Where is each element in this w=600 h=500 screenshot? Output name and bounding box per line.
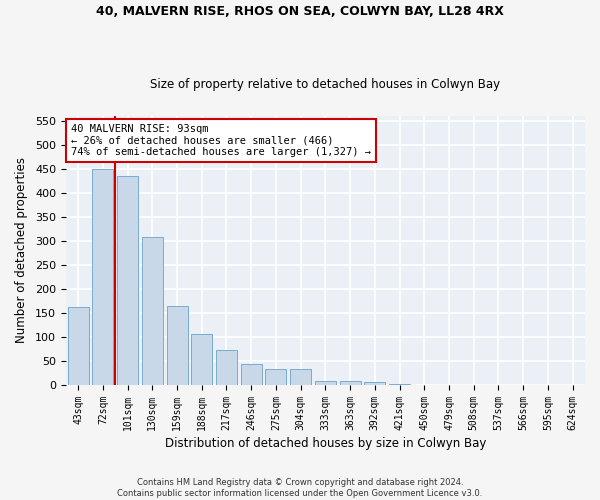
Title: Size of property relative to detached houses in Colwyn Bay: Size of property relative to detached ho… xyxy=(151,78,500,91)
X-axis label: Distribution of detached houses by size in Colwyn Bay: Distribution of detached houses by size … xyxy=(165,437,486,450)
Bar xyxy=(167,306,188,385)
Bar xyxy=(389,384,410,385)
Bar xyxy=(364,382,385,385)
Bar xyxy=(241,364,262,385)
Bar xyxy=(265,369,286,385)
Bar xyxy=(68,306,89,385)
Text: 40 MALVERN RISE: 93sqm
← 26% of detached houses are smaller (466)
74% of semi-de: 40 MALVERN RISE: 93sqm ← 26% of detached… xyxy=(71,124,371,157)
Bar xyxy=(142,238,163,385)
Bar xyxy=(340,381,361,385)
Bar xyxy=(216,350,237,385)
Bar xyxy=(117,176,138,385)
Bar xyxy=(191,334,212,385)
Bar xyxy=(290,369,311,385)
Text: Contains HM Land Registry data © Crown copyright and database right 2024.
Contai: Contains HM Land Registry data © Crown c… xyxy=(118,478,482,498)
Bar xyxy=(315,381,336,385)
Bar xyxy=(92,168,113,385)
Text: 40, MALVERN RISE, RHOS ON SEA, COLWYN BAY, LL28 4RX: 40, MALVERN RISE, RHOS ON SEA, COLWYN BA… xyxy=(96,5,504,18)
Y-axis label: Number of detached properties: Number of detached properties xyxy=(15,158,28,344)
